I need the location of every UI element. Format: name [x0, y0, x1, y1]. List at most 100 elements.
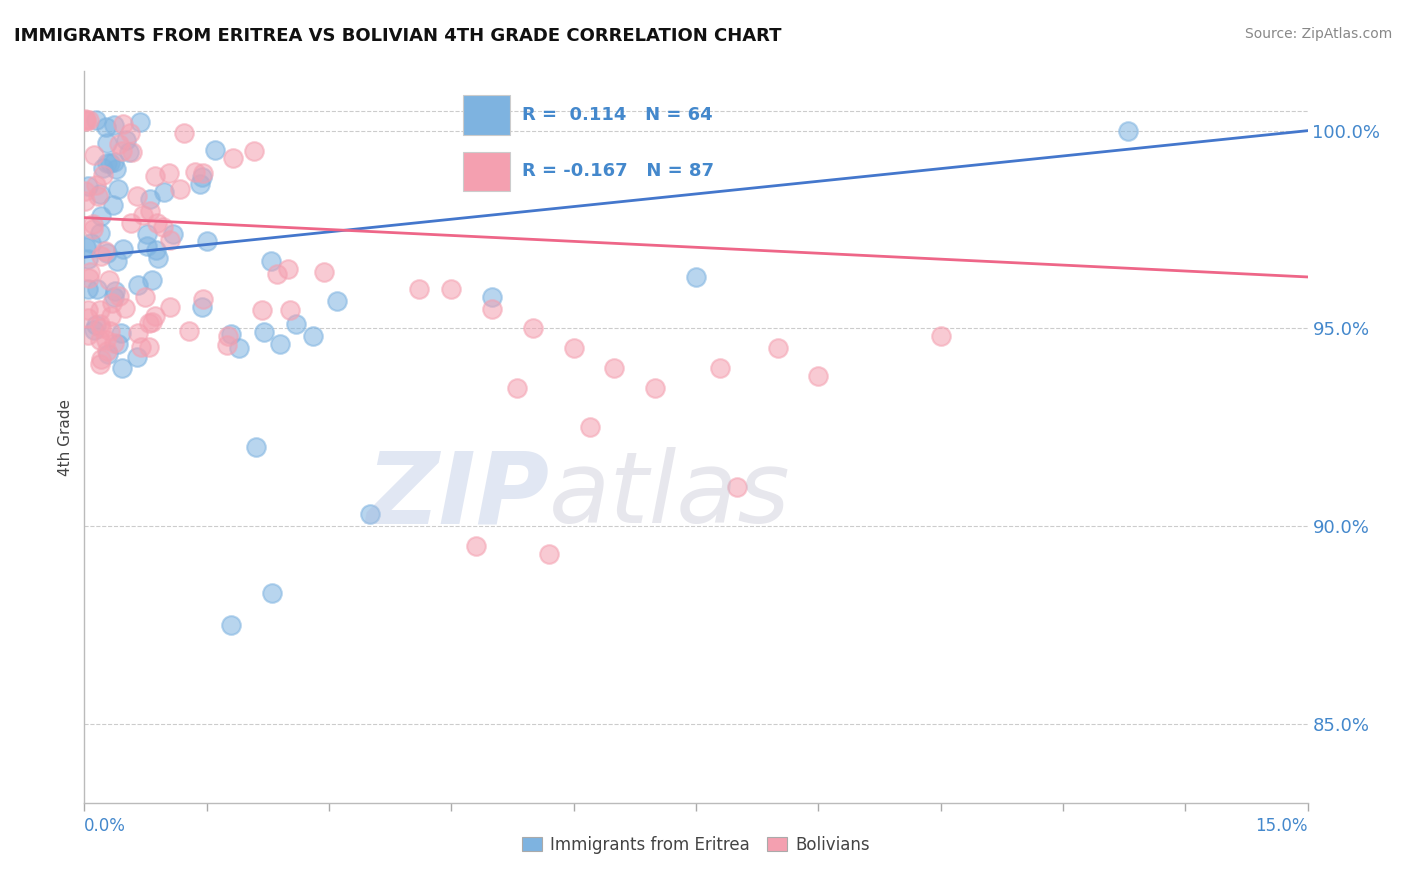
Point [219, 327, 242, 342]
Point [157, 165, 180, 179]
Point [725, 479, 748, 493]
Point [90, 248, 112, 262]
Point [709, 360, 731, 375]
Point [105, 254, 128, 268]
Point [159, 233, 181, 247]
Point [134, 289, 156, 303]
Point [121, 145, 143, 160]
Point [127, 277, 149, 292]
Point [148, 252, 170, 266]
Point [132, 208, 155, 222]
Point [90, 321, 112, 335]
Text: ZIP: ZIP [366, 447, 550, 544]
Point [538, 547, 561, 561]
Point [129, 340, 152, 354]
Point [86, 178, 108, 193]
Point [260, 254, 283, 268]
Point [766, 341, 789, 355]
Point [188, 177, 211, 191]
Point [75, 114, 97, 128]
Point [685, 269, 707, 284]
Point [76, 281, 98, 295]
Point [96, 333, 118, 347]
Point [100, 295, 122, 310]
Text: atlas: atlas [550, 447, 790, 544]
Point [145, 309, 167, 323]
Point [104, 284, 127, 298]
Text: 15.0%: 15.0% [1256, 817, 1308, 836]
Point [96, 343, 118, 358]
Point [190, 170, 212, 185]
Point [89, 358, 111, 372]
Point [807, 368, 830, 383]
Point [75, 194, 97, 208]
Point [97, 273, 120, 287]
Point [118, 127, 141, 141]
Point [103, 290, 125, 304]
Point [89, 303, 111, 318]
Point [103, 155, 125, 169]
Point [644, 381, 666, 395]
Point [245, 440, 267, 454]
Point [77, 178, 100, 193]
Point [110, 326, 132, 340]
Point [77, 302, 100, 317]
Point [118, 145, 141, 159]
Point [108, 289, 131, 303]
Point [603, 360, 626, 375]
Point [75, 112, 97, 127]
Point [125, 351, 148, 365]
Point [579, 420, 602, 434]
Point [138, 340, 160, 354]
Point [440, 282, 463, 296]
Point [127, 189, 149, 203]
Point [76, 327, 98, 342]
Point [204, 143, 226, 157]
Point [162, 227, 184, 241]
Point [152, 220, 174, 235]
Point [107, 182, 129, 196]
Point [100, 156, 122, 170]
Point [111, 116, 134, 130]
Point [75, 239, 97, 253]
Point [93, 244, 115, 259]
Point [505, 381, 527, 395]
Point [100, 309, 122, 323]
Point [929, 329, 952, 343]
Point [146, 216, 169, 230]
Point [96, 156, 118, 170]
Point [82, 221, 104, 235]
Point [195, 235, 218, 249]
Point [103, 118, 125, 132]
Point [260, 586, 283, 600]
Point [191, 166, 214, 180]
Point [111, 360, 134, 375]
Point [464, 539, 486, 553]
Point [243, 144, 266, 158]
Point [277, 262, 299, 277]
Point [408, 282, 430, 296]
Point [90, 352, 112, 367]
Point [177, 324, 200, 338]
Point [103, 335, 125, 350]
Point [253, 326, 276, 340]
Point [222, 151, 245, 165]
Text: IMMIGRANTS FROM ERITREA VS BOLIVIAN 4TH GRADE CORRELATION CHART: IMMIGRANTS FROM ERITREA VS BOLIVIAN 4TH … [14, 27, 782, 45]
Point [112, 242, 135, 256]
Point [326, 293, 349, 308]
Point [77, 271, 100, 285]
Point [141, 272, 163, 286]
Point [173, 126, 195, 140]
Point [89, 317, 111, 331]
Point [250, 303, 273, 318]
Point [120, 216, 142, 230]
Point [91, 168, 114, 182]
Point [97, 347, 120, 361]
Point [141, 315, 163, 329]
Point [1116, 123, 1139, 137]
Point [169, 182, 191, 196]
Point [84, 112, 107, 127]
Point [80, 235, 103, 250]
Point [145, 169, 167, 183]
Point [359, 507, 381, 521]
